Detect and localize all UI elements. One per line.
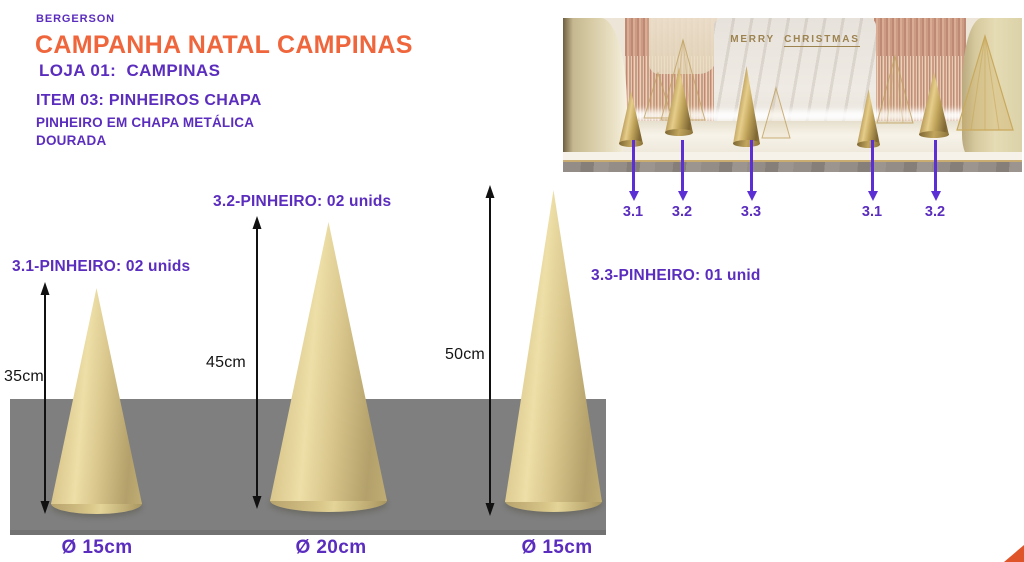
cream-wall-right (962, 18, 1022, 159)
measure-arrow-50cm (485, 185, 495, 516)
display-photo: MERRY CHRISTMAS (563, 18, 1022, 172)
page-title: CAMPANHA NATAL CAMPINAS (35, 31, 413, 59)
diameter-label-3: Ø 15cm (521, 537, 593, 558)
photo-cone-3-3 (733, 66, 760, 147)
store-subtitle: LOJA 01: CAMPINAS (39, 61, 221, 80)
item-label-3-1: 3.1-PINHEIRO: 02 unids (12, 258, 191, 275)
callout-arrow-icon (746, 140, 757, 201)
wireframe-trees (643, 33, 1014, 139)
corner-accent-triangle (1004, 545, 1024, 562)
floor-glow (621, 110, 972, 121)
height-label-1: 35cm (4, 368, 44, 385)
callout-arrow-icon (677, 140, 688, 201)
photo-cone-3-2-left (665, 67, 693, 136)
item-label-3-2: 3.2-PINHEIRO: 02 unids (213, 193, 392, 210)
callout-arrow-icon (628, 140, 639, 201)
marble-floor (563, 162, 1022, 172)
height-label-3: 50cm (445, 346, 485, 363)
callout-label: 3.2 (671, 204, 693, 220)
brand-name: BERGERSON (36, 13, 115, 25)
height-label-2: 45cm (206, 354, 246, 371)
callout-label: 3.1 (622, 204, 644, 220)
platform-front-edge (563, 152, 1022, 162)
sign-word-merry: MERRY (730, 34, 775, 45)
callout-label: 3.3 (740, 204, 762, 220)
photo-cone-3-2-right (919, 72, 949, 138)
diameter-label-1: Ø 15cm (61, 537, 133, 558)
measure-arrow-45cm (252, 216, 262, 509)
callout-arrow-icon (867, 140, 878, 201)
callout-label: 3.1 (861, 204, 883, 220)
diameter-label-2: Ø 20cm (295, 537, 367, 558)
item-title: ITEM 03: PINHEIROS CHAPA (36, 92, 262, 109)
callout-label: 3.2 (924, 204, 946, 220)
cone-1 (51, 288, 142, 504)
callout-arrow-icon (930, 140, 941, 201)
cream-wall-left (563, 18, 627, 159)
item-description-line2: DOURADA (36, 133, 107, 148)
merry-christmas-sign: MERRY CHRISTMAS (714, 34, 876, 47)
photo-cone-3-1-left (619, 91, 643, 147)
sign-word-christmas: CHRISTMAS (784, 34, 860, 47)
photo-cone-3-1-right (857, 89, 880, 148)
cone-3 (505, 190, 602, 502)
cone-2 (270, 222, 387, 501)
item-description-line1: PINHEIRO EM CHAPA METÁLICA (36, 115, 255, 130)
measure-arrow-35cm (40, 282, 50, 514)
item-label-3-3: 3.3-PINHEIRO: 01 unid (591, 267, 761, 284)
